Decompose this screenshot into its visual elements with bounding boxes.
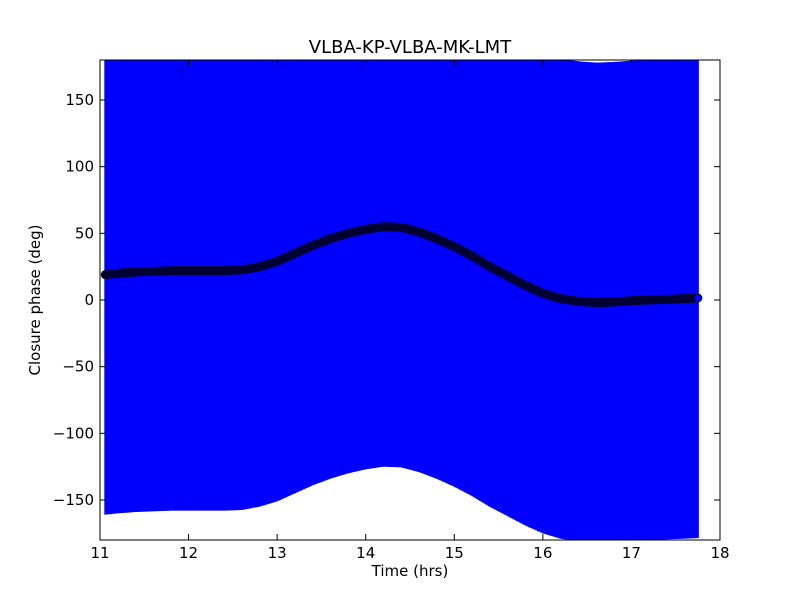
x-tick-label: 16 <box>533 544 552 562</box>
y-axis-label: Closure phase (deg) <box>26 225 44 376</box>
x-tick-label: 14 <box>356 544 375 562</box>
chart-title: VLBA-KP-VLBA-MK-LMT <box>309 37 512 58</box>
y-tick-label: 100 <box>65 158 94 176</box>
error-bars <box>104 60 699 540</box>
x-tick-label: 11 <box>90 544 109 562</box>
data-markers <box>100 222 703 308</box>
y-tick-label: −50 <box>62 358 94 376</box>
x-tick-label: 18 <box>710 544 729 562</box>
y-tick-label: 150 <box>65 91 94 109</box>
x-tick-label: 12 <box>179 544 198 562</box>
x-tick-label: 17 <box>622 544 641 562</box>
y-tick-label: −100 <box>53 424 94 442</box>
y-axis: 150 100 50 0 −50 −100 −150 <box>53 91 720 509</box>
y-tick-label: 0 <box>84 291 94 309</box>
x-axis: 11 12 13 14 15 16 17 18 <box>90 60 730 562</box>
y-tick-label: −150 <box>53 491 94 509</box>
x-tick-label: 13 <box>268 544 287 562</box>
y-tick-label: 50 <box>75 224 94 242</box>
x-axis-label: Time (hrs) <box>371 562 449 580</box>
data-point <box>693 293 703 303</box>
x-tick-label: 15 <box>445 544 464 562</box>
